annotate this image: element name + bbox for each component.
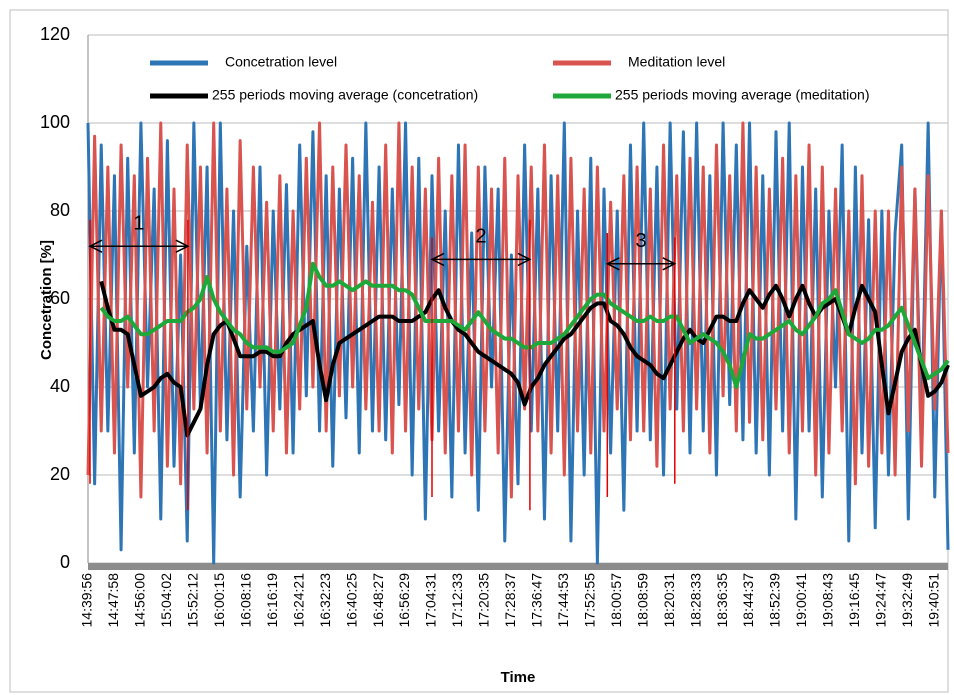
arrow-head (430, 252, 532, 267)
arrow-head (88, 239, 190, 253)
x-tick-label: 18:36:35 (714, 573, 730, 628)
legend-label: Concetration level (225, 54, 337, 70)
frame (9, 9, 949, 693)
x-tick-label: 19:32:49 (899, 573, 915, 628)
y-tick-label: 40 (50, 376, 70, 396)
x-tick-label: 18:08:59 (634, 573, 650, 628)
x-tick-label: 16:00:15 (211, 573, 227, 628)
y-tick-label: 80 (50, 200, 70, 220)
y-tick-label: 0 (60, 552, 70, 572)
legend-label: 255 periods moving average (meditation) (615, 87, 869, 103)
x-tick-label: 14:47:58 (105, 573, 121, 628)
x-tick-label: 18:44:37 (740, 573, 756, 628)
arrow-head (605, 257, 677, 271)
annotation-label: 2 (475, 226, 486, 248)
legend-label: Meditation level (628, 54, 725, 70)
x-tick-label: 19:16:45 (846, 573, 862, 628)
series-line (86, 121, 950, 499)
y-tick-label: 120 (40, 24, 70, 44)
x-tick-label: 16:32:23 (317, 573, 333, 628)
x-tick-label: 19:00:41 (793, 573, 809, 628)
x-tick-label: 17:28:37 (502, 573, 518, 628)
x-tick-label: 15:04:02 (158, 573, 174, 628)
x-axis-band (88, 563, 948, 570)
x-tick-label: 17:44:53 (555, 573, 571, 628)
x-tick-label: 19:40:51 (925, 573, 941, 628)
x-tick-label: 16:16:19 (264, 573, 280, 628)
y-tick-label: 100 (40, 112, 70, 132)
series-line (99, 280, 950, 438)
y-tick-label: 20 (50, 464, 70, 484)
series-line (86, 121, 950, 565)
x-tick-label: 16:40:25 (343, 573, 359, 628)
x-tick-label: 17:20:35 (476, 573, 492, 628)
annotation-label: 1 (133, 212, 144, 234)
x-tick-label: 17:52:55 (581, 573, 597, 628)
annotation-label: 3 (635, 230, 646, 252)
x-axis-label: Time (501, 669, 536, 686)
x-tick-label: 18:00:57 (608, 573, 624, 628)
x-tick-label: 17:12:33 (449, 573, 465, 628)
x-tick-label: 18:20:31 (661, 573, 677, 628)
x-tick-label: 14:39:56 (79, 573, 95, 628)
x-tick-label: 16:08:16 (237, 573, 253, 628)
legend-label: 255 periods moving average (concetration… (212, 87, 478, 103)
x-tick-label: 17:04:31 (423, 573, 439, 628)
x-tick-label: 18:52:39 (767, 573, 783, 628)
y-axis-label: Concetration [%] (38, 240, 55, 360)
x-tick-label: 18:28:33 (687, 573, 703, 628)
x-tick-label: 14:56:00 (132, 573, 148, 628)
y-tick-label: 60 (50, 288, 70, 308)
x-tick-label: 19:24:47 (873, 573, 889, 628)
x-tick-label: 15:52:12 (185, 573, 201, 628)
x-tick-label: 16:56:29 (396, 573, 412, 628)
x-tick-label: 16:24:21 (290, 573, 306, 628)
x-tick-label: 16:48:27 (370, 573, 386, 628)
x-tick-label: 19:08:43 (820, 573, 836, 628)
x-tick-label: 17:36:47 (529, 573, 545, 628)
series-line (99, 261, 950, 389)
